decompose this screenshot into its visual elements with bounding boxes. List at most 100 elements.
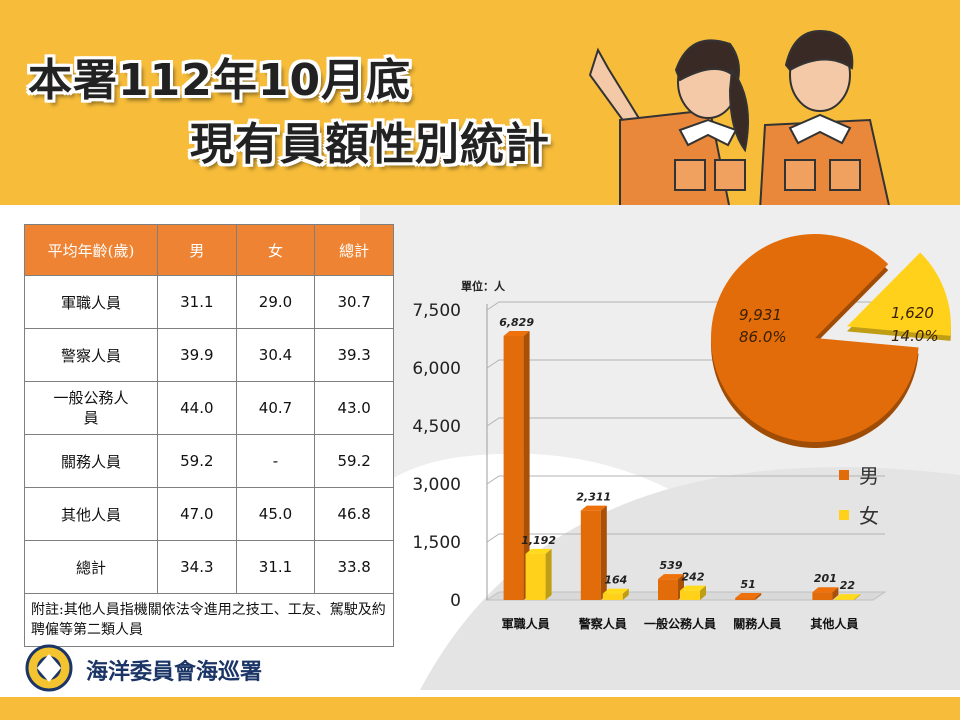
cell-male: 31.1 xyxy=(157,275,237,329)
pie-label-value: 9,931 xyxy=(739,306,782,324)
cell-total: 33.8 xyxy=(314,540,394,594)
bar-top xyxy=(602,588,629,594)
bar-top xyxy=(680,585,706,591)
cell-female: 29.0 xyxy=(235,275,316,329)
cell-male: 59.2 xyxy=(157,434,237,488)
title-line-1: 本署112年10月底 xyxy=(28,55,412,106)
title-line-2: 現有員額性別統計 xyxy=(190,119,550,170)
bar-side xyxy=(545,548,552,600)
table-row: 軍職人員 31.1 29.0 30.7 xyxy=(24,275,394,329)
legend-label: 女 xyxy=(859,504,879,528)
row-label: 警察人員 xyxy=(24,328,158,382)
cell-total: 59.2 xyxy=(314,434,394,488)
pie-label-percent: 86.0% xyxy=(739,328,787,346)
table-row: 一般公務人員 44.0 40.7 43.0 xyxy=(24,381,394,435)
cell-female: - xyxy=(235,434,316,488)
gridline xyxy=(486,533,885,543)
bar-top xyxy=(658,574,684,580)
table-row: 其他人員 47.0 45.0 46.8 xyxy=(24,487,394,541)
x-category-label: 一般公務人員 xyxy=(644,616,716,631)
unit-label: 單位：人 xyxy=(461,279,506,293)
bar-side xyxy=(700,585,706,600)
table-row: 總計 34.3 31.1 33.8 xyxy=(24,540,394,594)
age-table: 平均年齡(歲) 男 女 總計 軍職人員 31.1 29.0 30.7 警察人員 … xyxy=(24,224,394,647)
bar-top xyxy=(525,548,552,554)
x-category-label: 關務人員 xyxy=(733,616,781,631)
cell-male: 34.3 xyxy=(157,540,237,594)
bar-side xyxy=(600,505,607,600)
pie-label-percent: 14.0% xyxy=(891,327,939,345)
row-label: 總計 xyxy=(24,540,158,594)
y-tick-label: 7,500 xyxy=(412,301,461,321)
gridline xyxy=(486,475,885,485)
legend-swatch xyxy=(839,470,849,480)
bar-side xyxy=(854,594,861,600)
table-row: 警察人員 39.9 30.4 39.3 xyxy=(24,328,394,382)
table-header-cell: 總計 xyxy=(314,224,394,276)
bar-top xyxy=(580,505,607,511)
legend-label: 男 xyxy=(859,464,879,488)
data-label: 6,829 xyxy=(499,316,534,329)
data-label: 1,192 xyxy=(521,534,556,547)
cell-female: 31.1 xyxy=(235,540,316,594)
x-category-label: 軍職人員 xyxy=(502,616,550,631)
bar-front xyxy=(658,579,678,600)
cell-female: 45.0 xyxy=(235,487,316,541)
bar-female xyxy=(834,594,861,600)
cell-male: 47.0 xyxy=(157,487,237,541)
cell-total: 30.7 xyxy=(314,275,394,329)
table-row: 關務人員 59.2 - 59.2 xyxy=(24,434,394,488)
data-label: 51 xyxy=(741,578,756,591)
bar-top xyxy=(812,587,839,593)
bar-male xyxy=(503,330,530,600)
table-header-row: 平均年齡(歲) 男 女 總計 xyxy=(24,224,394,276)
y-tick-label: 1,500 xyxy=(412,533,461,553)
bar-top xyxy=(503,330,530,336)
bar-top xyxy=(834,594,861,600)
pie-slice-female xyxy=(846,252,951,336)
data-label: 2,311 xyxy=(576,491,611,504)
bar-top xyxy=(735,593,762,599)
cell-male: 39.9 xyxy=(157,328,237,382)
bar-male xyxy=(735,593,762,600)
bar-front xyxy=(580,510,601,600)
footer-band xyxy=(0,697,960,720)
row-label: 其他人員 xyxy=(24,487,158,541)
cell-total: 39.3 xyxy=(314,328,394,382)
org-name: 海洋委員會海巡署 xyxy=(86,660,263,685)
bar-front xyxy=(680,590,700,600)
org-logo-area: 海洋委員會海巡署 xyxy=(22,642,292,692)
cell-female: 30.4 xyxy=(235,328,316,382)
bar-side xyxy=(832,587,839,600)
y-tick-label: 6,000 xyxy=(412,359,461,379)
table-header-cell: 女 xyxy=(235,224,316,276)
data-label: 242 xyxy=(682,571,705,584)
table-header-cell: 平均年齡(歲) xyxy=(24,224,158,276)
row-label: 關務人員 xyxy=(24,434,158,488)
data-label: 539 xyxy=(660,559,683,572)
y-tick-label: 3,000 xyxy=(412,475,461,495)
row-label-text: 一般公務人員 xyxy=(53,389,129,427)
data-label: 164 xyxy=(604,574,627,587)
bar-male xyxy=(580,505,607,600)
table-note-row: 附註:其他人員指機關依法令進用之技工、工友、駕駛及約聘僱等第二類人員 xyxy=(24,593,394,647)
data-label: 201 xyxy=(814,572,837,585)
bar-front xyxy=(834,599,855,600)
staff-illustration xyxy=(588,30,892,210)
bar-female xyxy=(602,588,629,600)
legend-swatch xyxy=(839,510,849,520)
pie-label-value: 1,620 xyxy=(891,304,934,322)
cell-total: 46.8 xyxy=(314,487,394,541)
bar-side xyxy=(523,330,530,600)
bar-front xyxy=(503,335,524,600)
bar-female xyxy=(680,585,706,600)
bar-side xyxy=(622,588,629,600)
bar-female xyxy=(525,548,552,600)
coast-guard-emblem-icon xyxy=(25,644,73,692)
data-label: 22 xyxy=(840,579,856,592)
pie-slice-male xyxy=(711,234,919,443)
row-label: 軍職人員 xyxy=(24,275,158,329)
female-officer-figure xyxy=(588,39,750,210)
x-category-label: 警察人員 xyxy=(578,616,627,631)
